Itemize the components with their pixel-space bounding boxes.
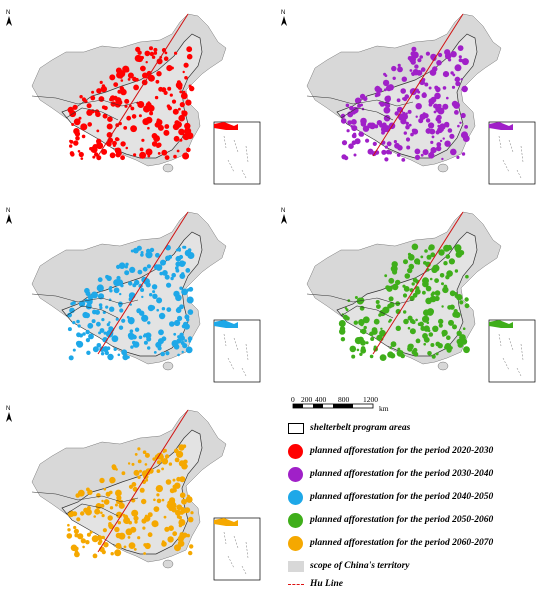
afforestation-areas: [340, 45, 470, 162]
hainan-island: [162, 559, 174, 569]
legend-label-hu-line: Hu Line: [310, 579, 343, 589]
north-arrow-icon: N: [281, 208, 287, 224]
map-panel-2020-2030: N: [0, 0, 270, 195]
south-china-sea-inset: [213, 517, 261, 581]
legend: 0 200 400 800 1200 km shelterbelt progra…: [288, 385, 550, 593]
legend-item-2030-2040: planned afforestation for the period 203…: [288, 465, 493, 483]
blue-dot-icon: [288, 489, 303, 505]
afforestation-areas: [338, 243, 470, 361]
hu-line: [97, 13, 189, 157]
north-arrow-icon: N: [6, 406, 12, 422]
south-china-sea-inset: [213, 319, 261, 383]
hu-line: [97, 409, 189, 553]
hainan-island: [437, 361, 449, 371]
south-china-sea-inset: [213, 121, 261, 185]
scale-tick-800: 800: [338, 395, 350, 404]
south-china-sea-inset: [488, 319, 536, 383]
map-svg: N: [6, 208, 261, 383]
north-arrow-icon: N: [6, 208, 12, 224]
legend-label-program-areas: shelterbelt program areas: [310, 423, 411, 433]
south-china-sea-inset: [488, 121, 536, 185]
north-label: N: [6, 406, 10, 412]
legend-item-2020-2030: planned afforestation for the period 202…: [288, 442, 493, 460]
province-boundary-lines: [31, 95, 139, 121]
purple-dot-icon: [288, 466, 303, 482]
hainan-island: [162, 361, 174, 371]
legend-label-2020-2030: planned afforestation for the period 202…: [310, 446, 494, 456]
legend-label-2040-2050: planned afforestation for the period 204…: [310, 492, 494, 502]
north-label: N: [281, 10, 285, 16]
map-svg: N: [281, 10, 536, 185]
red-dot-icon: [288, 443, 303, 459]
hu-line-swatch: [288, 583, 304, 585]
program-areas-swatch: [288, 422, 304, 434]
legend-item-2040-2050: planned afforestation for the period 204…: [288, 488, 493, 506]
hainan-island: [162, 163, 174, 173]
legend-label-2030-2040: planned afforestation for the period 203…: [310, 469, 494, 479]
north-label: N: [6, 10, 10, 16]
orange-dot-icon: [288, 535, 303, 551]
map-panel-2030-2040: N: [275, 0, 545, 195]
north-label: N: [281, 208, 285, 214]
afforestation-areas: [67, 46, 195, 161]
map-panel-2040-2050: N: [0, 198, 270, 393]
scale-tick-0: 0: [291, 395, 295, 404]
scale-tick-400: 400: [315, 395, 327, 404]
map-panel-2060-2070: N: [0, 396, 270, 591]
legend-item-2050-2060: planned afforestation for the period 205…: [288, 511, 493, 529]
legend-item-program-areas: shelterbelt program areas: [288, 419, 410, 437]
province-boundary-lines: [31, 293, 139, 319]
north-arrow-icon: N: [281, 10, 287, 26]
scale-unit: km: [379, 404, 389, 413]
scale-tick-1200: 1200: [363, 395, 378, 404]
legend-item-hu-line: Hu Line: [288, 575, 343, 593]
hu-line: [372, 211, 464, 355]
legend-label-territory: scope of China's territory: [310, 561, 410, 571]
province-boundary-lines: [31, 491, 139, 517]
province-boundary-lines: [306, 95, 414, 121]
legend-label-2050-2060: planned afforestation for the period 205…: [310, 515, 494, 525]
legend-label-2060-2070: planned afforestation for the period 206…: [310, 538, 494, 548]
green-dot-icon: [288, 512, 303, 528]
scale-bar: 0 200 400 800 1200 km: [288, 385, 548, 415]
map-svg: N: [6, 10, 261, 185]
legend-item-territory: scope of China's territory: [288, 557, 410, 575]
afforestation-areas: [66, 444, 194, 559]
map-panel-2050-2060: N: [275, 198, 545, 393]
province-boundary-lines: [306, 293, 414, 319]
scale-tick-200: 200: [301, 395, 313, 404]
legend-item-2060-2070: planned afforestation for the period 206…: [288, 534, 493, 552]
hu-line: [372, 13, 464, 157]
hu-line: [97, 211, 189, 355]
north-arrow-icon: N: [6, 10, 12, 26]
territory-swatch: [288, 560, 304, 572]
hainan-island: [437, 163, 449, 173]
scale-bar-graphic: 0 200 400 800 1200 km: [291, 395, 389, 413]
map-svg: N: [6, 406, 261, 581]
map-svg: N: [281, 208, 536, 383]
north-label: N: [6, 208, 10, 214]
